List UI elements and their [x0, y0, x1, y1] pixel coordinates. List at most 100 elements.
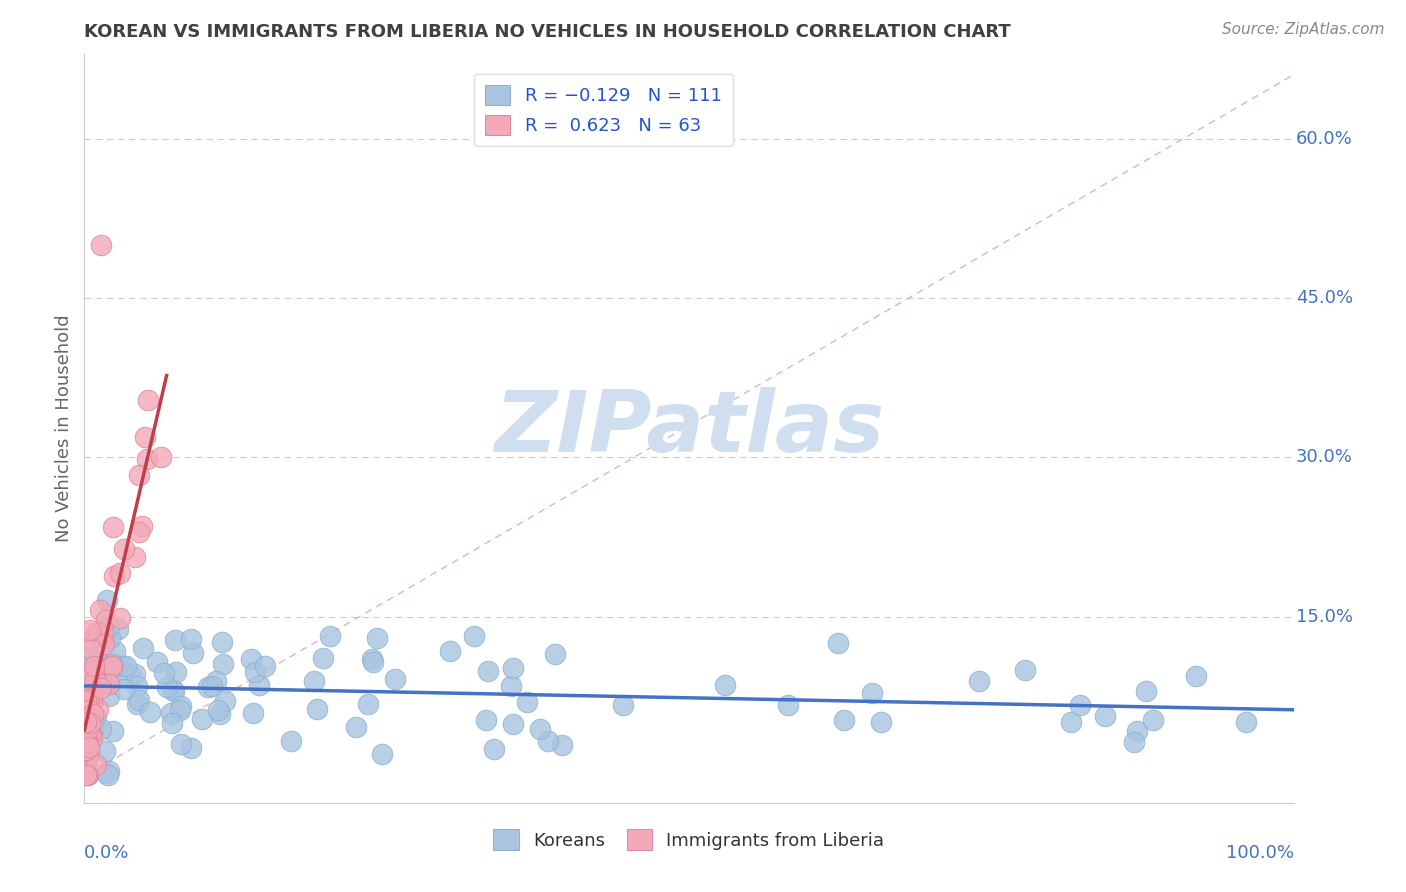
Koreans: [76, 691, 98, 706]
Immigrants from Liberia: [79, 641, 101, 656]
Koreans: [94, 743, 117, 757]
Immigrants from Liberia: [80, 731, 103, 746]
Immigrants from Liberia: [76, 713, 98, 727]
Koreans: [361, 656, 384, 670]
Koreans: [125, 679, 148, 693]
Immigrants from Liberia: [79, 745, 101, 759]
Koreans: [357, 697, 380, 711]
Koreans: [211, 635, 233, 649]
Immigrants from Liberia: [75, 723, 97, 737]
Text: 30.0%: 30.0%: [1296, 449, 1353, 467]
Koreans: [827, 636, 849, 650]
Koreans: [97, 690, 120, 704]
Koreans: [482, 742, 505, 756]
Immigrants from Liberia: [89, 602, 111, 616]
Koreans: [1125, 723, 1147, 738]
Koreans: [103, 724, 125, 739]
Immigrants from Liberia: [124, 549, 146, 564]
Immigrants from Liberia: [75, 768, 97, 782]
Immigrants from Liberia: [75, 742, 97, 756]
Text: 15.0%: 15.0%: [1296, 607, 1353, 626]
Koreans: [344, 720, 367, 734]
Koreans: [100, 675, 122, 690]
Koreans: [98, 764, 121, 778]
Immigrants from Liberia: [80, 693, 103, 707]
Y-axis label: No Vehicles in Household: No Vehicles in Household: [55, 314, 73, 542]
Koreans: [165, 665, 187, 680]
Text: 100.0%: 100.0%: [1226, 844, 1294, 862]
Koreans: [319, 629, 342, 643]
Immigrants from Liberia: [79, 739, 101, 754]
Koreans: [240, 652, 263, 666]
Koreans: [98, 632, 121, 646]
Text: 60.0%: 60.0%: [1296, 129, 1353, 147]
Koreans: [169, 703, 191, 717]
Koreans: [82, 658, 104, 673]
Immigrants from Liberia: [128, 468, 150, 483]
Koreans: [280, 734, 302, 748]
Koreans: [90, 722, 112, 736]
Immigrants from Liberia: [100, 659, 122, 673]
Koreans: [79, 677, 101, 691]
Koreans: [190, 712, 212, 726]
Immigrants from Liberia: [75, 729, 97, 743]
Immigrants from Liberia: [87, 702, 110, 716]
Immigrants from Liberia: [76, 731, 98, 746]
Immigrants from Liberia: [84, 673, 107, 687]
Koreans: [304, 674, 326, 689]
Immigrants from Liberia: [80, 728, 103, 742]
Koreans: [870, 715, 893, 730]
Koreans: [124, 666, 146, 681]
Text: ZIPatlas: ZIPatlas: [494, 386, 884, 470]
Koreans: [87, 679, 110, 693]
Koreans: [114, 659, 136, 673]
Koreans: [477, 664, 499, 678]
Koreans: [439, 644, 461, 658]
Koreans: [463, 629, 485, 643]
Koreans: [201, 679, 224, 693]
Koreans: [475, 713, 498, 727]
Koreans: [86, 654, 108, 668]
Immigrants from Liberia: [76, 698, 98, 713]
Immigrants from Liberia: [84, 757, 107, 772]
Koreans: [1060, 714, 1083, 729]
Immigrants from Liberia: [76, 723, 98, 737]
Koreans: [163, 632, 186, 647]
Immigrants from Liberia: [79, 727, 101, 741]
Koreans: [1094, 708, 1116, 723]
Koreans: [97, 768, 120, 782]
Koreans: [156, 680, 179, 694]
Immigrants from Liberia: [77, 703, 100, 717]
Koreans: [967, 673, 990, 688]
Koreans: [101, 657, 124, 672]
Koreans: [214, 694, 236, 708]
Koreans: [105, 658, 128, 673]
Immigrants from Liberia: [93, 637, 115, 651]
Koreans: [170, 737, 193, 751]
Koreans: [97, 619, 120, 633]
Koreans: [139, 705, 162, 719]
Immigrants from Liberia: [77, 671, 100, 685]
Immigrants from Liberia: [77, 750, 100, 764]
Immigrants from Liberia: [75, 759, 97, 773]
Koreans: [499, 680, 522, 694]
Immigrants from Liberia: [91, 628, 114, 642]
Koreans: [82, 714, 104, 729]
Koreans: [1142, 713, 1164, 727]
Immigrants from Liberia: [76, 724, 98, 739]
Immigrants from Liberia: [79, 715, 101, 730]
Immigrants from Liberia: [103, 569, 125, 583]
Text: Source: ZipAtlas.com: Source: ZipAtlas.com: [1222, 22, 1385, 37]
Koreans: [128, 693, 150, 707]
Koreans: [832, 713, 855, 727]
Koreans: [778, 698, 800, 713]
Immigrants from Liberia: [86, 625, 108, 640]
Koreans: [242, 706, 264, 720]
Immigrants from Liberia: [131, 519, 153, 533]
Immigrants from Liberia: [80, 632, 103, 646]
Immigrants from Liberia: [76, 768, 98, 782]
Immigrants from Liberia: [96, 613, 118, 627]
Immigrants from Liberia: [82, 706, 104, 721]
Koreans: [516, 695, 538, 709]
Immigrants from Liberia: [101, 658, 124, 673]
